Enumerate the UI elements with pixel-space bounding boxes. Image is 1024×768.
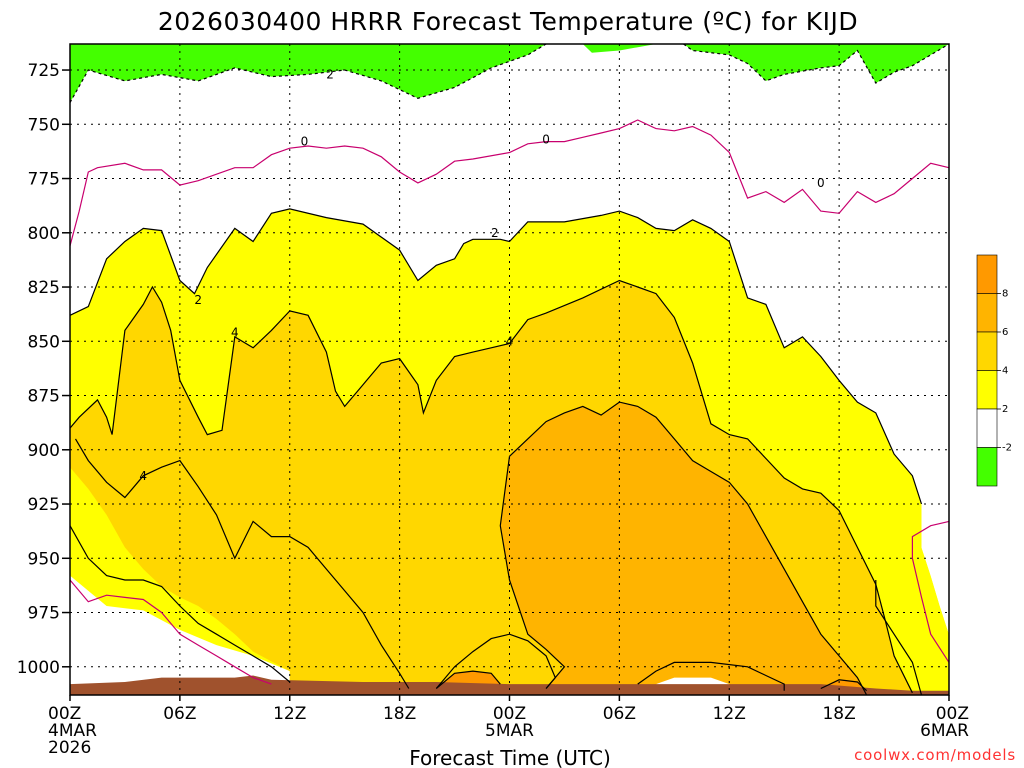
colorbar-swatch [976,254,998,294]
y-tick-label: 800 [28,224,60,244]
colorbar-label: 6 [1002,327,1008,338]
y-tick-label: 950 [28,549,60,569]
colorbar-label: -2 [1002,443,1012,454]
ground-terrain [70,675,949,695]
cold-region-0 [70,44,547,103]
y-tick-label: 750 [28,115,60,135]
colorbar-label: 4 [1002,366,1008,377]
contour-6-pocket [637,661,785,691]
x-tick-label: 00Z [48,704,81,724]
x-tick-label: 12Z [273,704,306,724]
contour-label: 2 [194,293,202,307]
y-tick-label: 925 [28,495,60,515]
colorbar-swatch [976,408,998,448]
contour-2-lower [69,525,291,683]
contour-6 [509,401,868,696]
contour-0-lower [69,579,272,685]
x-tick-label: 2026 [48,738,91,758]
y-tick-label: 825 [28,278,60,298]
x-tick-label: 12Z [713,704,746,724]
contour-2-upper [69,208,923,505]
contour-6-inner [435,633,556,689]
contour-label: 4 [506,334,514,348]
colorbar: 8 6 4 2 -2 [976,254,1012,487]
y-tick-label: 875 [28,387,60,407]
x-tick-label: 18Z [822,704,855,724]
y-axis: 725 750 775 800 825 850 875 900 925 950 975 1000 [17,61,70,678]
contour-label: 4 [139,469,147,483]
contour-label: 0 [817,176,825,190]
contour-0-right [911,520,950,663]
credit-text[interactable]: coolwx.com/models [854,746,1016,764]
y-tick-label: 725 [28,61,60,81]
contour-0-upper [69,119,950,246]
contour-label-layer: 2 0 0 0 2 2 4 4 4 [139,67,825,483]
chart-title: 2026030400 HRRR Forecast Temperature (ºC… [158,7,858,36]
x-axis-title: Forecast Time (UTC) [409,746,611,768]
cold-region-2 [683,44,949,84]
y-tick-label: 900 [28,441,60,461]
contour-label: 2 [326,67,334,81]
colorbar-swatch [976,370,998,410]
contour-label: 0 [301,135,309,149]
contour-8-late [820,679,868,692]
colorbar-label: 2 [1002,404,1008,415]
contour-4 [69,279,913,694]
x-tick-label: 18Z [383,704,416,724]
contour-8 [435,670,501,689]
band-cold-low [70,575,290,695]
cold-region-1 [582,44,656,53]
x-tick-label: 00Z [493,704,526,724]
contour-6-base [499,456,566,689]
y-tick-label: 1000 [17,658,60,678]
contour-2-aloft-dashed [69,43,547,103]
contour-4-lower [74,438,410,689]
contour-label: 0 [542,132,550,146]
y-tick-label: 850 [28,332,60,352]
x-tick-label: 5MAR [485,721,534,741]
band-ge-6 [500,402,867,695]
colorbar-swatch [976,447,998,487]
y-tick-label: 775 [28,170,60,190]
x-tick-label: 4MAR [48,721,97,741]
x-tick-label: 6MAR [920,721,969,741]
contour-label: 2 [491,226,499,240]
colorbar-label: 8 [1002,289,1008,300]
x-tick-label: 06Z [603,704,636,724]
contour-2-right [875,580,923,696]
plot-area: 2 0 0 0 2 2 4 4 4 [69,43,950,696]
contour-label: 4 [231,326,239,340]
band-cold-high [921,514,949,635]
colorbar-swatch [976,293,998,333]
colorbar-swatch [976,331,998,371]
y-tick-label: 975 [28,604,60,624]
x-tick-label: 00Z [936,704,969,724]
contour-line-layer [69,43,950,696]
x-tick-label: 06Z [163,704,196,724]
